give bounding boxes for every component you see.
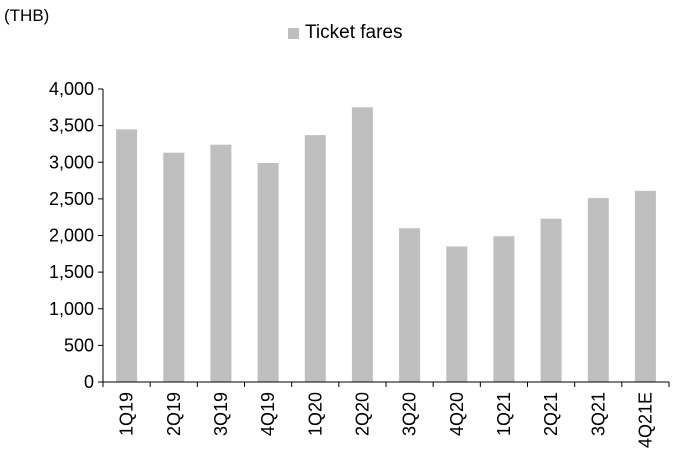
- bar-1Q19: [116, 129, 138, 382]
- x-tick-label: 4Q19: [258, 392, 278, 436]
- bar-2Q20: [351, 107, 373, 383]
- bars-group: [116, 107, 656, 383]
- x-tick-label: 1Q20: [305, 392, 325, 436]
- x-tick-label: 4Q21E: [635, 392, 655, 448]
- y-tick-label: 1,500: [49, 262, 94, 282]
- x-tick-label: 4Q20: [447, 392, 467, 436]
- x-tick-label: 1Q21: [494, 392, 514, 436]
- x-tick-label: 3Q19: [211, 392, 231, 436]
- bar-4Q20: [446, 246, 468, 382]
- bar-4Q21E: [634, 190, 656, 382]
- y-tick-label: 500: [64, 335, 94, 355]
- x-tick-label: 2Q21: [541, 392, 561, 436]
- x-axis: 1Q19 2Q19 3Q19 4Q19 1Q20 2Q20 3Q20 4Q20 1Q21 2Q21…: [102, 381, 670, 448]
- bar-1Q20: [304, 135, 326, 382]
- x-tick-label: 3Q21: [588, 392, 608, 436]
- x-tick-label: 2Q20: [352, 392, 372, 436]
- y-tick-label: 2,500: [49, 189, 94, 209]
- bar-3Q21: [587, 198, 609, 382]
- bar-3Q20: [399, 228, 421, 382]
- y-axis: 0 500 1,000 1,500 2,000 2,500 3,000 3,500 4,000: [49, 79, 104, 392]
- x-tick-label: 3Q20: [400, 392, 420, 436]
- bar-2Q19: [163, 152, 185, 382]
- y-tick-label: 0: [84, 372, 94, 392]
- legend-swatch: [288, 27, 299, 39]
- y-tick-label: 4,000: [49, 79, 94, 99]
- legend-label: Ticket fares: [305, 22, 403, 43]
- bar-2Q21: [540, 218, 562, 382]
- bar-4Q19: [257, 163, 279, 382]
- bar-3Q19: [210, 144, 232, 382]
- y-tick-label: 3,500: [49, 116, 94, 136]
- y-tick-label: 1,000: [49, 299, 94, 319]
- x-tick-label: 2Q19: [164, 392, 184, 436]
- y-unit-label: (THB): [4, 6, 50, 25]
- x-tick-label: 1Q19: [117, 392, 137, 436]
- y-tick-label: 3,000: [49, 152, 94, 172]
- bar-1Q21: [493, 236, 515, 382]
- y-tick-label: 2,000: [49, 226, 94, 246]
- legend: Ticket fares: [288, 22, 403, 44]
